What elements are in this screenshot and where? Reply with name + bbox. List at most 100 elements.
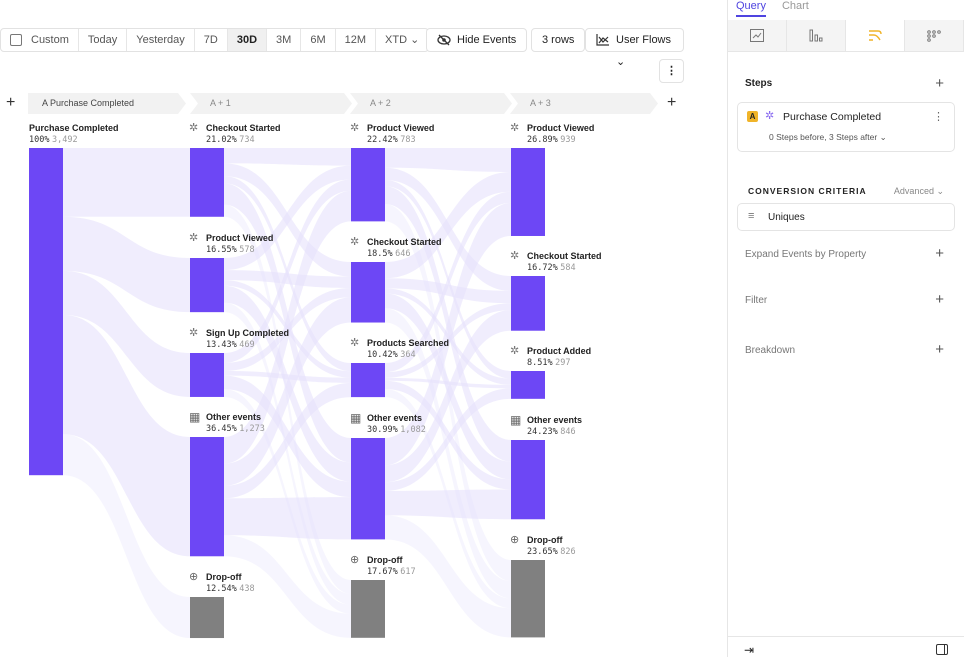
node-bar[interactable] bbox=[511, 371, 545, 399]
node-bar[interactable] bbox=[351, 580, 385, 638]
node-bar[interactable] bbox=[351, 148, 385, 222]
range-xtd[interactable]: XTD ⌄ bbox=[385, 34, 420, 46]
rows-button[interactable]: 3 rows bbox=[531, 28, 586, 52]
flow-link[interactable] bbox=[63, 270, 190, 397]
add-step-button[interactable]: + bbox=[935, 75, 944, 92]
flow-link[interactable] bbox=[63, 148, 190, 217]
node-label[interactable]: ▦ Other events 36.45% 1,273 bbox=[189, 411, 265, 435]
flow-link[interactable] bbox=[385, 515, 511, 638]
add-step-after-button[interactable]: + bbox=[667, 94, 677, 111]
add-filter-button[interactable]: + bbox=[935, 291, 944, 308]
range-3m[interactable]: 3M bbox=[267, 29, 302, 51]
node-bar[interactable] bbox=[351, 438, 385, 540]
insights-report-tab[interactable] bbox=[728, 20, 787, 51]
funnels-report-tab[interactable] bbox=[787, 20, 846, 51]
step-range-selector[interactable]: 0 Steps before, 3 Steps after ⌄ bbox=[769, 132, 887, 142]
flow-link[interactable] bbox=[385, 148, 511, 172]
flow-link[interactable] bbox=[385, 380, 511, 490]
flow-link[interactable] bbox=[224, 535, 351, 638]
node-bar[interactable] bbox=[29, 148, 63, 476]
collapse-panel-icon[interactable]: ⇥ bbox=[744, 643, 755, 657]
step-menu-icon[interactable]: ⋮ bbox=[933, 111, 944, 123]
flow-link[interactable] bbox=[224, 382, 351, 499]
flow-link[interactable] bbox=[385, 293, 511, 480]
node-label[interactable]: ✲ Product Viewed 26.89% 939 bbox=[510, 123, 594, 146]
node-label[interactable]: ✲ Checkout Started 18.5% 646 bbox=[350, 237, 442, 260]
flow-link[interactable] bbox=[385, 489, 511, 520]
flow-link[interactable] bbox=[385, 191, 511, 373]
uniques-selector[interactable]: ≡ Uniques bbox=[737, 203, 955, 231]
flow-link[interactable] bbox=[63, 314, 190, 557]
range-today[interactable]: Today bbox=[79, 29, 128, 51]
add-expand-button[interactable]: + bbox=[935, 245, 944, 262]
add-breakdown-button[interactable]: + bbox=[935, 341, 944, 358]
retention-report-tab[interactable] bbox=[905, 20, 964, 51]
flow-link[interactable] bbox=[224, 302, 351, 605]
node-label[interactable]: ✲ Product Viewed 22.42% 783 bbox=[350, 123, 434, 146]
node-bar[interactable] bbox=[511, 276, 545, 331]
node-bar[interactable] bbox=[511, 560, 545, 638]
node-label[interactable]: ⊕ Drop-off 23.65% 826 bbox=[510, 535, 576, 558]
criteria-mode-dropdown[interactable]: Advanced ⌄ bbox=[893, 186, 944, 196]
flow-link[interactable] bbox=[385, 202, 511, 466]
range-custom[interactable]: Custom bbox=[1, 29, 79, 51]
node-bar[interactable] bbox=[511, 148, 545, 236]
flow-link[interactable] bbox=[385, 310, 511, 483]
node-label[interactable]: ✲ Checkout Started 16.72% 584 bbox=[510, 251, 602, 274]
node-bar[interactable] bbox=[190, 258, 224, 313]
node-bar[interactable] bbox=[190, 148, 224, 217]
flow-link[interactable] bbox=[224, 297, 351, 486]
node-bar[interactable] bbox=[190, 437, 224, 557]
range-yesterday[interactable]: Yesterday bbox=[127, 29, 195, 51]
range-6m[interactable]: 6M bbox=[301, 29, 336, 51]
node-bar[interactable] bbox=[351, 363, 385, 398]
node-label[interactable]: ✲ Products Searched 10.42% 364 bbox=[350, 338, 449, 361]
layout-toggle-icon[interactable] bbox=[936, 644, 948, 655]
step-event-name: Purchase Completed bbox=[783, 111, 882, 123]
node-label[interactable]: ⊕ Drop-off 12.54% 438 bbox=[189, 572, 255, 595]
node-bar[interactable] bbox=[190, 597, 224, 639]
step-card[interactable]: A ✲ Purchase Completed ⋮ 0 Steps before,… bbox=[737, 102, 955, 152]
node-label[interactable]: ▦ Other events 30.99% 1,082 bbox=[350, 412, 426, 436]
hide-events-button[interactable]: Hide Events bbox=[426, 28, 528, 52]
view-selector[interactable]: User Flows ⌄ bbox=[585, 28, 684, 68]
flow-link[interactable] bbox=[224, 165, 351, 271]
flow-link[interactable] bbox=[224, 270, 351, 289]
flow-link[interactable] bbox=[224, 497, 351, 540]
flow-link[interactable] bbox=[224, 148, 351, 166]
node-label[interactable]: ✲ Sign Up Completed 13.43% 469 bbox=[189, 328, 289, 351]
node-label[interactable]: ✲ Checkout Started 21.02% 734 bbox=[189, 123, 281, 146]
node-label[interactable]: Purchase Completed 100% 3,492 bbox=[29, 123, 119, 146]
node-label[interactable]: ✲ Product Added 8.51% 297 bbox=[510, 346, 591, 369]
flow-link[interactable] bbox=[224, 179, 351, 363]
node-bar[interactable] bbox=[351, 262, 385, 323]
flow-link[interactable] bbox=[385, 388, 511, 491]
step-header-1[interactable]: A + 1 bbox=[190, 93, 352, 114]
node-bar[interactable] bbox=[511, 440, 545, 520]
flow-link[interactable] bbox=[385, 377, 511, 389]
node-label[interactable]: ✲ Product Viewed 16.55% 578 bbox=[189, 233, 273, 256]
step-header-0[interactable]: A Purchase Completed bbox=[28, 93, 186, 114]
flow-link[interactable] bbox=[224, 370, 351, 383]
flow-link[interactable] bbox=[385, 278, 511, 304]
range-7d[interactable]: 7D bbox=[195, 29, 228, 51]
dropoff-icon: ⊕ bbox=[510, 534, 520, 546]
add-step-before-button[interactable]: + bbox=[6, 94, 16, 111]
flow-link[interactable] bbox=[385, 308, 511, 599]
range-12m[interactable]: 12M bbox=[336, 29, 377, 51]
node-label[interactable]: ▦ Other events 24.23% 846 bbox=[510, 414, 582, 438]
node-bar[interactable] bbox=[190, 353, 224, 397]
flow-link[interactable] bbox=[224, 190, 351, 464]
flow-link[interactable] bbox=[63, 216, 190, 313]
tab-query[interactable]: Query bbox=[736, 0, 766, 17]
more-options-button[interactable]: ⋮ bbox=[659, 59, 684, 83]
node-label[interactable]: ⊕ Drop-off 17.67% 617 bbox=[350, 555, 416, 578]
flows-report-tab[interactable] bbox=[846, 20, 905, 51]
flow-link[interactable] bbox=[385, 171, 511, 279]
step-header-2[interactable]: A + 2 bbox=[350, 93, 512, 114]
node-percent: 8.51% bbox=[527, 358, 553, 368]
tab-chart[interactable]: Chart bbox=[781, 0, 809, 12]
flow-link[interactable] bbox=[63, 434, 190, 639]
range-30d[interactable]: 30D bbox=[227, 29, 268, 51]
step-header-3[interactable]: A + 3 bbox=[510, 93, 658, 114]
